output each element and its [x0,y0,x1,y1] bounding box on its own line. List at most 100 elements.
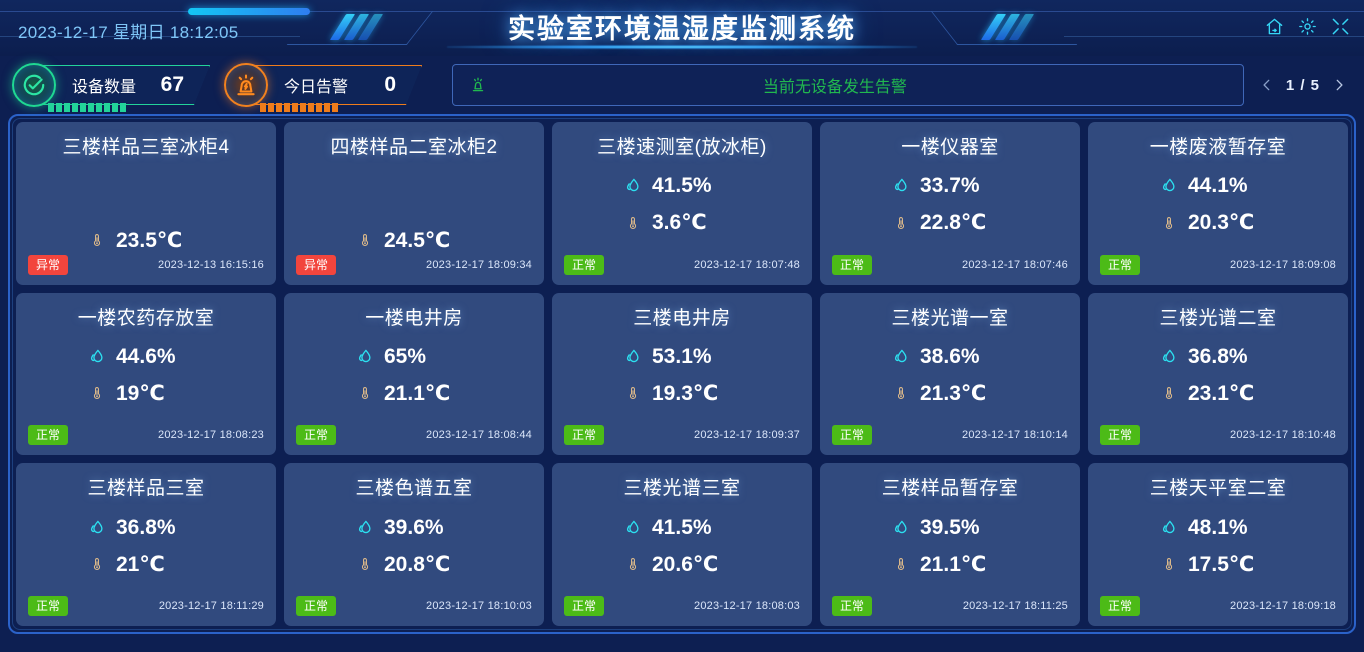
last-update-timestamp: 2023-12-17 18:08:44 [426,429,532,442]
device-card-grid: 三楼样品三室冰柜4 23.5℃ 异常 2023-12-13 16:15:16 四楼样品二… [16,122,1348,626]
device-metrics: 44.1% 20.3℃ [1100,159,1336,255]
device-name: 三楼光谱二室 [1159,307,1277,329]
device-metrics: 65% 21.1℃ [296,330,532,426]
device-footer: 正常 2023-12-17 18:09:08 [1100,254,1336,275]
device-card[interactable]: 三楼光谱一室 38.6% 21.3℃ 正常 2023-12-17 18:10:14 [820,292,1080,456]
page-indicator: 1 / 5 [1285,76,1320,94]
last-update-timestamp: 2023-12-17 18:09:18 [1230,600,1336,612]
temperature-value: 19.3℃ [652,381,719,405]
thermometer-icon [1160,554,1178,574]
temperature-metric: 20.6℃ [624,552,740,577]
temperature-value: 21.1℃ [920,552,987,576]
device-name: 三楼光谱一室 [891,307,1009,329]
device-name: 一楼仪器室 [901,137,999,158]
home-icon[interactable] [1265,17,1284,36]
status-badge: 正常 [832,254,873,275]
device-card[interactable]: 三楼样品三室 36.8% 21℃ 正常 2023-12-17 18:11:29 [16,463,276,626]
temperature-metric: 21℃ [88,552,204,577]
prev-page-button[interactable] [1260,76,1274,94]
device-name: 三楼色谱五室 [355,478,473,500]
device-card[interactable]: 一楼废液暂存室 44.1% 20.3℃ 正常 2023-12-17 18:09:08 [1088,122,1348,285]
temperature-value: 21℃ [116,552,165,576]
device-card[interactable]: 一楼农药存放室 44.6% 19℃ 正常 2023-12-17 18:08:23 [16,292,276,456]
device-count-ring [12,63,56,107]
next-page-button[interactable] [1332,76,1346,94]
device-footer: 正常 2023-12-17 18:08:23 [28,425,264,446]
device-name: 三楼样品三室 [87,478,205,500]
humidity-metric: 41.5% [624,174,740,198]
status-badge: 正常 [28,596,69,616]
device-name: 一楼电井房 [365,307,463,329]
last-update-timestamp: 2023-12-17 18:11:25 [962,600,1068,612]
alert-banner[interactable]: 当前无设备发生告警 [452,64,1244,106]
temperature-metric: 21.1℃ [892,552,1008,577]
humidity-droplet-icon [892,348,910,366]
stat-today-alarms: 今日告警 0 [224,63,422,112]
device-card[interactable]: 三楼样品暂存室 39.5% 21.1℃ 正常 2023-12-17 18:11:25 [820,463,1080,626]
thermometer-icon [356,230,374,250]
status-badge: 正常 [296,596,337,616]
device-metrics: 44.6% 19℃ [28,330,264,426]
temperature-metric: 19℃ [88,381,204,406]
last-update-timestamp: 2023-12-17 18:07:48 [694,258,800,271]
last-update-timestamp: 2023-12-17 18:09:34 [426,258,532,271]
humidity-droplet-icon [624,348,642,366]
device-card[interactable]: 一楼仪器室 33.7% 22.8℃ 正常 2023-12-17 18:07:46 [820,122,1080,285]
humidity-metric: 53.1% [624,345,740,369]
header-line-left [0,36,300,37]
device-metrics: 33.7% 22.8℃ [832,159,1068,255]
humidity-value: 53.1% [652,344,712,368]
device-footer: 正常 2023-12-17 18:07:48 [564,254,800,275]
fullscreen-icon[interactable] [1331,17,1350,36]
thermometer-icon [1160,383,1178,403]
humidity-value: 33.7% [920,174,980,198]
status-badge: 异常 [296,254,337,275]
last-update-timestamp: 2023-12-17 18:07:46 [962,258,1068,271]
humidity-metric: 41.5% [624,516,740,540]
today-alarms-teeth [260,103,339,112]
humidity-droplet-icon [1160,519,1178,537]
last-update-timestamp: 2023-12-17 18:11:29 [158,600,264,612]
temperature-value: 23.1℃ [1188,381,1255,405]
stat-device-count: 设备数量 67 [12,63,210,112]
device-card[interactable]: 一楼电井房 65% 21.1℃ 正常 2023-12-17 18:08:44 [284,292,544,456]
device-card[interactable]: 四楼样品二室冰柜2 24.5℃ 异常 2023-12-17 18:09:34 [284,122,544,285]
thermometer-icon [624,383,642,403]
humidity-value: 39.5% [920,515,980,539]
last-update-timestamp: 2023-12-17 18:08:23 [158,429,264,442]
status-badge: 正常 [1100,425,1141,446]
humidity-metric: 39.5% [892,516,1008,540]
thermometer-icon [88,554,106,574]
device-name: 三楼电井房 [633,307,731,329]
thermometer-icon [892,383,910,403]
device-card[interactable]: 三楼速测室(放冰柜) 41.5% 3.6℃ 正常 2023-12-17 18:07:48 [552,122,812,285]
device-card[interactable]: 三楼光谱二室 36.8% 23.1℃ 正常 2023-12-17 18:10:48 [1088,292,1348,456]
thermometer-icon [892,213,910,233]
device-name: 三楼样品三室冰柜4 [62,137,230,158]
device-card[interactable]: 三楼样品三室冰柜4 23.5℃ 异常 2023-12-13 16:15:16 [16,122,276,285]
humidity-metric: 39.6% [356,516,472,540]
device-footer: 异常 2023-12-17 18:09:34 [296,254,532,275]
temperature-value: 22.8℃ [920,211,987,235]
humidity-value: 41.5% [652,515,712,539]
app-header: 2023-12-17 星期日 18:12:05 实验室环境温湿度监测系统 [0,0,1364,56]
device-card[interactable]: 三楼色谱五室 39.6% 20.8℃ 正常 2023-12-17 18:10:03 [284,463,544,626]
device-card[interactable]: 三楼电井房 53.1% 19.3℃ 正常 2023-12-17 18:09:37 [552,292,812,456]
stats-bar: 设备数量 67 今日告警 0 [0,56,1364,114]
device-name: 一楼农药存放室 [77,307,215,329]
device-count-body: 设备数量 67 [38,65,210,105]
humidity-metric: 44.1% [1160,174,1276,198]
humidity-droplet-icon [356,348,374,366]
device-count-teeth [48,103,126,112]
gear-icon[interactable] [1298,17,1317,36]
humidity-value: 36.8% [116,515,176,539]
temperature-metric: 19.3℃ [624,381,740,406]
status-badge: 异常 [28,254,69,275]
temperature-value: 24.5℃ [384,228,451,252]
humidity-value: 48.1% [1188,515,1248,539]
temperature-value: 20.8℃ [384,552,451,576]
device-card[interactable]: 三楼光谱三室 41.5% 20.6℃ 正常 2023-12-17 18:08:03 [552,463,812,626]
humidity-metric: 36.8% [88,516,204,540]
humidity-droplet-icon [88,348,106,366]
device-card[interactable]: 三楼天平室二室 48.1% 17.5℃ 正常 2023-12-17 18:09:18 [1088,463,1348,626]
